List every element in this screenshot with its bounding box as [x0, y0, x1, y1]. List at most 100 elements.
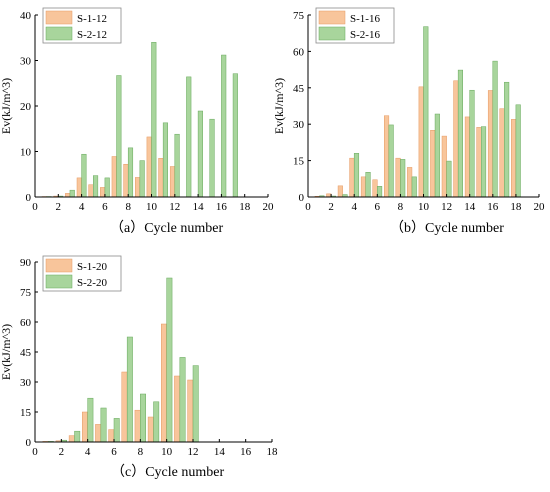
bar-1-cycle-10: [147, 137, 152, 197]
panel-caption: （a）Cycle number: [110, 220, 223, 236]
bar-1-cycle-12: [170, 167, 175, 197]
bar-2-cycle-6: [114, 418, 119, 442]
bar-1-cycle-8: [135, 410, 140, 442]
bar-1-cycle-12: [188, 380, 193, 442]
x-tick-label: 4: [351, 201, 357, 213]
bar-2-cycle-6: [377, 186, 382, 197]
y-tick-label: 90: [20, 257, 32, 269]
y-axis-title: Ev(kJ/m^3): [272, 78, 286, 134]
x-tick-label: 0: [305, 201, 311, 213]
bar-2-cycle-8: [128, 148, 133, 197]
bar-1-cycle-3: [65, 193, 70, 197]
legend-label-2: S-2-12: [77, 29, 107, 41]
y-tick-label: 45: [293, 83, 305, 95]
x-tick-label: 16: [487, 201, 499, 213]
y-tick-label: 15: [293, 156, 305, 168]
x-tick-label: 8: [125, 201, 131, 213]
panel-caption: （b）Cycle number: [390, 220, 504, 236]
y-tick-label: 15: [20, 407, 32, 419]
bar-1-cycle-4: [77, 178, 82, 197]
y-tick-label: 10: [20, 147, 32, 159]
bar-2-cycle-13: [186, 77, 191, 197]
bar-2-cycle-17: [233, 74, 238, 197]
x-tick-label: 20: [263, 201, 275, 213]
bar-2-cycle-5: [366, 172, 371, 197]
x-tick-label: 0: [32, 446, 38, 458]
legend-swatch-1: [46, 259, 72, 272]
legend: S-1-20 S-2-20: [43, 256, 121, 291]
legend-label-1: S-1-16: [350, 13, 380, 25]
x-tick-label: 16: [216, 201, 228, 213]
y-tick-label: 75: [20, 287, 32, 299]
legend: S-1-16 S-2-16: [316, 8, 394, 43]
bar-2-cycle-9: [412, 177, 417, 197]
bar-2-cycle-10: [167, 278, 172, 442]
legend-swatch-2: [46, 27, 72, 40]
bar-2-cycle-3: [70, 190, 75, 197]
y-tick-label: 75: [293, 10, 305, 22]
x-tick-label: 2: [56, 201, 62, 213]
legend-label-1: S-1-20: [77, 261, 107, 273]
x-tick-label: 8: [398, 201, 404, 213]
bar-2-cycle-5: [101, 408, 106, 442]
x-tick-label: 14: [193, 201, 205, 213]
legend: S-1-12 S-2-12: [43, 8, 121, 43]
bar-2-cycle-11: [163, 123, 168, 197]
legend-label-2: S-2-20: [77, 277, 107, 289]
x-tick-label: 2: [328, 201, 334, 213]
y-tick-label: 30: [293, 119, 305, 131]
bar-1-cycle-4: [350, 158, 355, 197]
x-tick-label: 14: [214, 446, 226, 458]
bar-1-cycle-7: [122, 372, 127, 442]
x-tick-label: 4: [79, 201, 85, 213]
x-tick-label: 18: [267, 446, 279, 458]
bar-1-cycle-11: [159, 158, 164, 197]
bar-2-cycle-8: [140, 394, 145, 442]
y-tick-label: 40: [20, 10, 32, 22]
bar-2-cycle-9: [154, 402, 159, 442]
bar-1-cycle-14: [465, 117, 470, 197]
bar-1-cycle-4: [82, 412, 87, 442]
y-axis-title: Ev(kJ/m^3): [0, 324, 13, 380]
bar-2-cycle-12: [175, 134, 180, 197]
legend-label-2: S-2-16: [350, 29, 380, 41]
legend-swatch-2: [319, 27, 345, 40]
bar-2-cycle-9: [140, 161, 145, 197]
bar-2-cycle-7: [127, 337, 132, 442]
x-tick-label: 6: [375, 201, 381, 213]
y-axis-title: Ev(kJ/m^3): [0, 78, 13, 134]
y-tick-label: 0: [299, 192, 305, 204]
bar-2-cycle-3: [75, 431, 80, 442]
bar-2-cycle-12: [447, 161, 452, 197]
bar-2-cycle-15: [481, 127, 486, 197]
bar-1-cycle-8: [124, 164, 129, 197]
bar-2-cycle-16: [493, 61, 498, 197]
bar-2-cycle-8: [400, 159, 405, 197]
bar-1-cycle-3: [338, 186, 343, 197]
bar-2-cycle-10: [424, 27, 429, 197]
bar-1-cycle-5: [361, 177, 366, 197]
bar-2-cycle-4: [82, 154, 87, 197]
bar-1-cycle-8: [396, 158, 401, 197]
bar-2-cycle-12: [193, 366, 198, 442]
y-tick-label: 45: [20, 347, 32, 359]
x-tick-label: 10: [418, 201, 430, 213]
bar-2-cycle-7: [117, 76, 122, 197]
legend-label-1: S-1-12: [77, 13, 107, 25]
x-tick-label: 0: [32, 201, 38, 213]
bar-1-cycle-6: [373, 180, 378, 197]
bar-1-cycle-9: [135, 177, 140, 197]
bar-1-cycle-6: [109, 430, 114, 442]
bar-2-cycle-5: [93, 176, 98, 197]
panel-caption: （c）Cycle number: [111, 464, 224, 480]
x-tick-label: 18: [239, 201, 251, 213]
x-tick-label: 10: [146, 201, 158, 213]
x-tick-label: 6: [102, 201, 108, 213]
legend-swatch-1: [46, 11, 72, 24]
x-tick-label: 12: [188, 446, 199, 458]
x-tick-label: 20: [534, 201, 546, 213]
bar-1-cycle-16: [488, 90, 493, 197]
